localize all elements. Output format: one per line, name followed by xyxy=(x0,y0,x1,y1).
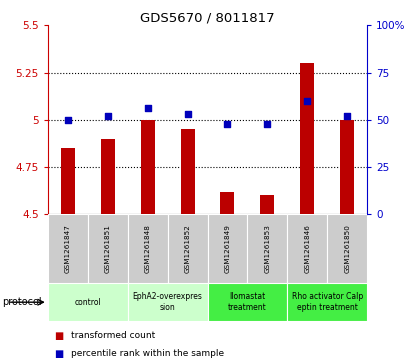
Text: transformed count: transformed count xyxy=(71,331,155,340)
Title: GDS5670 / 8011817: GDS5670 / 8011817 xyxy=(140,11,275,24)
Text: GSM1261850: GSM1261850 xyxy=(344,224,350,273)
Bar xyxy=(287,214,327,283)
Point xyxy=(144,106,151,111)
Text: GSM1261847: GSM1261847 xyxy=(65,224,71,273)
Bar xyxy=(220,192,234,214)
Text: ■: ■ xyxy=(54,331,63,341)
Point xyxy=(344,113,351,119)
Point xyxy=(184,111,191,117)
Text: protocol: protocol xyxy=(2,297,42,307)
Text: GSM1261851: GSM1261851 xyxy=(105,224,111,273)
Text: percentile rank within the sample: percentile rank within the sample xyxy=(71,350,224,358)
Point xyxy=(304,98,311,104)
Text: EphA2-overexpres
sion: EphA2-overexpres sion xyxy=(133,293,203,312)
Bar xyxy=(101,139,115,214)
Text: Ilomastat
treatment: Ilomastat treatment xyxy=(228,293,267,312)
Bar xyxy=(128,214,168,283)
Bar xyxy=(168,214,208,283)
Bar xyxy=(327,214,367,283)
Bar xyxy=(61,148,75,214)
Bar xyxy=(181,129,195,214)
Bar xyxy=(141,120,154,214)
Bar xyxy=(128,283,208,321)
Bar xyxy=(208,283,287,321)
Text: GSM1261846: GSM1261846 xyxy=(304,224,310,273)
Point xyxy=(224,121,231,126)
Text: Rho activator Calp
eptin treatment: Rho activator Calp eptin treatment xyxy=(292,293,363,312)
Point xyxy=(64,117,71,123)
Text: control: control xyxy=(74,298,101,307)
Bar xyxy=(48,283,128,321)
Bar xyxy=(300,63,314,214)
Text: ■: ■ xyxy=(54,349,63,359)
Text: GSM1261848: GSM1261848 xyxy=(144,224,151,273)
Bar xyxy=(48,214,88,283)
Point xyxy=(104,113,111,119)
Bar xyxy=(247,214,287,283)
Bar xyxy=(88,214,128,283)
Point xyxy=(264,121,271,126)
Bar xyxy=(261,195,274,214)
Bar xyxy=(287,283,367,321)
Bar xyxy=(340,120,354,214)
Bar xyxy=(208,214,247,283)
Text: GSM1261852: GSM1261852 xyxy=(185,224,190,273)
Text: GSM1261849: GSM1261849 xyxy=(225,224,230,273)
Text: GSM1261853: GSM1261853 xyxy=(264,224,271,273)
